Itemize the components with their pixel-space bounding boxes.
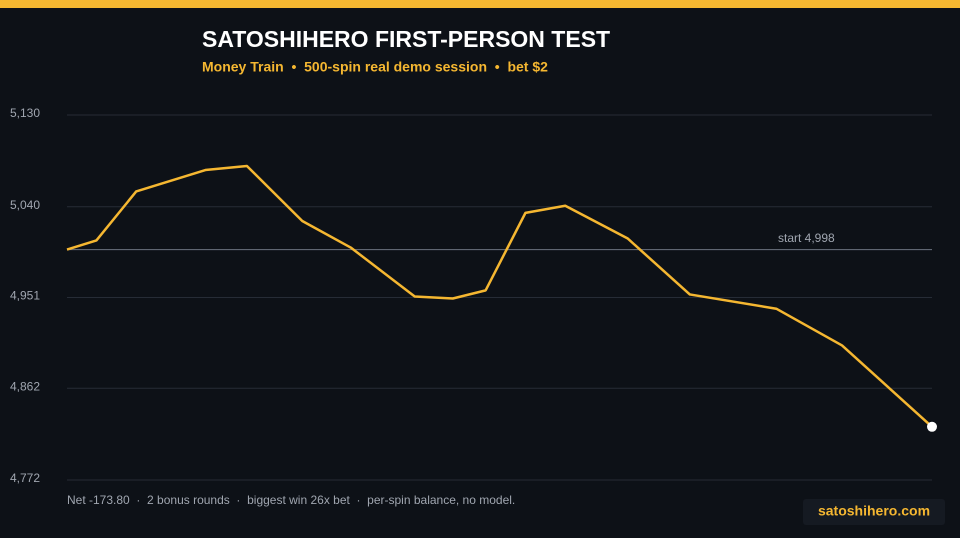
reference-label: start 4,998	[778, 231, 835, 245]
chart-title: SATOSHIHERO FIRST-PERSON TEST	[202, 26, 610, 52]
brand-box	[803, 499, 945, 525]
brand: satoshihero.com	[818, 503, 930, 519]
chart-subtitle: Money Train • 500-spin real demo session…	[202, 59, 548, 75]
footnote: Net -173.80 · 2 bonus rounds · biggest w…	[67, 493, 515, 507]
y-tick-label: 4,862	[10, 379, 40, 393]
y-tick-label: 4,772	[10, 471, 40, 485]
series-line	[66, 164, 933, 428]
y-tick-label: 5,040	[10, 198, 40, 212]
y-tick-label: 4,951	[10, 289, 40, 303]
end-point	[927, 421, 937, 432]
top-bar	[0, 0, 960, 8]
y-tick-label: 5,130	[10, 106, 40, 120]
